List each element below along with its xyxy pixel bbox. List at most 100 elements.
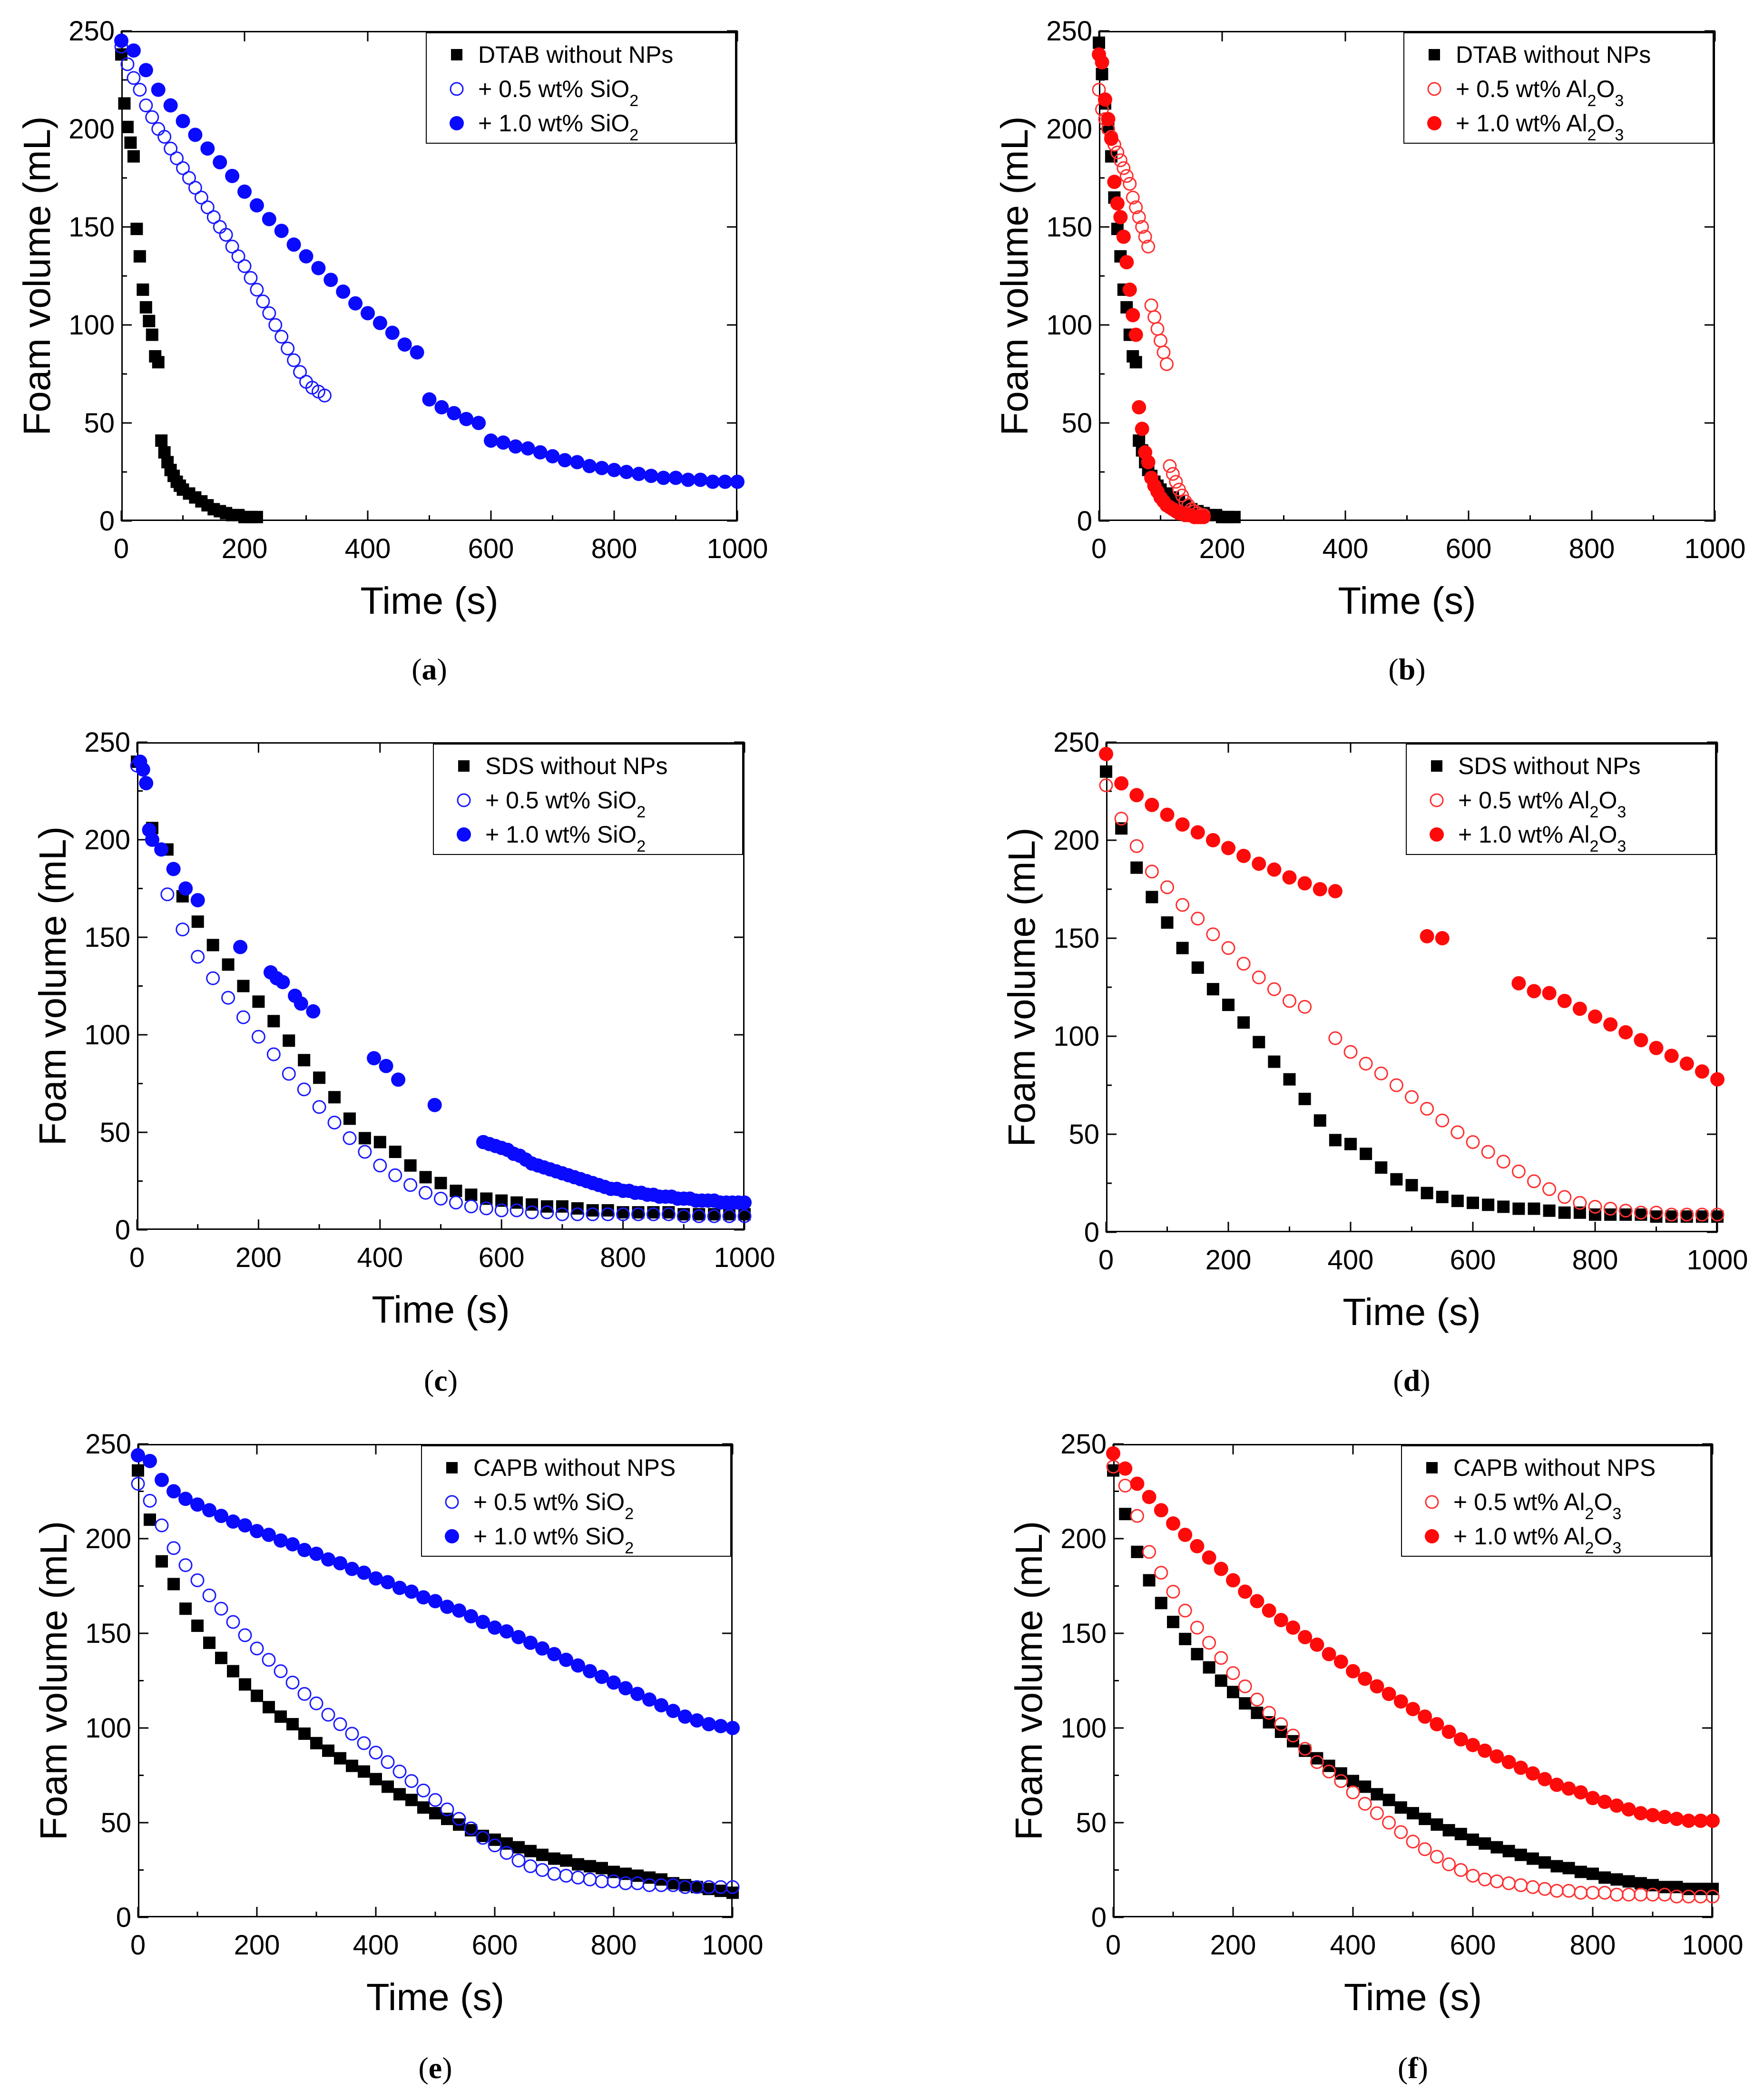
data-point <box>434 1191 448 1206</box>
data-point <box>545 449 560 464</box>
data-point <box>1710 1072 1725 1087</box>
data-point <box>163 98 178 113</box>
data-point <box>170 151 184 166</box>
data-point <box>358 1132 371 1145</box>
data-point <box>392 1581 407 1595</box>
data-point <box>607 462 621 477</box>
data-point <box>263 1701 275 1714</box>
data-point <box>1329 1134 1342 1147</box>
data-point <box>1588 1199 1602 1214</box>
x-tick-label: 0 <box>130 1930 146 1961</box>
data-point <box>512 1841 525 1854</box>
legend-label: SDS without NPs <box>1458 753 1640 779</box>
y-tick-label: 200 <box>69 114 115 145</box>
y-tick-label: 150 <box>1046 212 1092 243</box>
y-tick-label: 200 <box>1060 1523 1107 1554</box>
data-point <box>1478 1743 1492 1758</box>
data-point <box>155 1473 169 1487</box>
x-tick-label: 400 <box>345 533 391 564</box>
data-point <box>440 1600 454 1614</box>
data-point <box>215 1651 227 1664</box>
data-point <box>1622 1887 1636 1902</box>
data-point <box>154 842 169 857</box>
data-point <box>452 1812 466 1826</box>
data-point <box>1622 1875 1635 1888</box>
data-point <box>236 1010 250 1024</box>
data-point <box>1215 1674 1227 1687</box>
data-point <box>1262 1603 1276 1618</box>
data-point <box>155 434 168 447</box>
chart-panel-a: 0 200 400 600 800 1000 0 50 100 150 200 250 Time (s)… <box>16 16 768 622</box>
data-point <box>222 958 235 971</box>
data-point <box>309 1546 323 1561</box>
y-tick-label: 50 <box>1061 408 1092 439</box>
data-point <box>294 996 308 1011</box>
data-point <box>434 400 449 415</box>
data-point <box>176 923 190 937</box>
data-point <box>336 284 351 299</box>
data-point <box>429 1807 441 1820</box>
x-tick-label: 0 <box>1106 1930 1121 1961</box>
series-2 <box>114 39 332 402</box>
data-point <box>681 472 696 487</box>
x-axis-title: Time (s) <box>366 1976 504 2018</box>
data-point <box>139 301 152 314</box>
data-point <box>227 1665 239 1678</box>
data-point <box>1178 1528 1193 1542</box>
data-point <box>520 441 535 456</box>
data-point <box>133 250 146 263</box>
series-1 <box>1093 36 1241 523</box>
data-point <box>1130 1509 1144 1523</box>
data-point <box>1268 1055 1281 1068</box>
data-point <box>1286 1620 1300 1635</box>
data-point <box>1528 1202 1540 1215</box>
data-point <box>191 1620 204 1632</box>
data-point <box>1119 169 1134 183</box>
data-point <box>206 210 221 224</box>
data-point <box>583 1872 597 1886</box>
data-point <box>1496 1155 1510 1169</box>
data-point <box>1526 1880 1540 1894</box>
data-point <box>1222 999 1235 1011</box>
data-point <box>1144 298 1158 313</box>
data-point <box>309 1696 323 1710</box>
data-point <box>225 168 240 183</box>
data-point <box>523 1635 538 1650</box>
data-point <box>1618 1025 1633 1040</box>
data-point <box>1119 255 1134 270</box>
data-point <box>1511 976 1526 991</box>
data-point <box>1267 982 1281 996</box>
y-tick-label: 50 <box>99 1117 130 1148</box>
data-point <box>535 1641 549 1656</box>
data-point <box>268 318 283 332</box>
data-point <box>297 1687 312 1701</box>
data-point <box>676 1209 691 1223</box>
data-point <box>1421 1187 1433 1199</box>
data-point <box>1093 36 1105 49</box>
x-tick-label: 800 <box>1570 1930 1616 1961</box>
data-point <box>464 1199 478 1214</box>
data-point <box>1370 1679 1384 1694</box>
data-point <box>737 1209 752 1223</box>
data-point <box>357 1736 371 1750</box>
data-point <box>176 114 190 128</box>
data-point <box>1527 1174 1541 1188</box>
data-point <box>533 445 548 460</box>
legend-label: DTAB without NPs <box>1456 41 1651 68</box>
data-point <box>1502 1876 1516 1890</box>
data-point <box>262 1528 276 1542</box>
data-point <box>1298 1742 1312 1756</box>
data-point <box>1129 839 1144 853</box>
data-point <box>1202 1550 1216 1565</box>
data-point <box>1418 1709 1432 1724</box>
x-tick-label: 400 <box>353 1930 399 1961</box>
series-3 <box>1092 47 1211 524</box>
data-point <box>1706 1883 1719 1895</box>
data-point <box>1609 1887 1624 1902</box>
data-point <box>1418 1842 1432 1856</box>
y-axis-title: Foam volume (mL) <box>993 116 1036 435</box>
data-point <box>1113 153 1127 167</box>
data-point <box>1542 986 1557 1001</box>
data-point <box>1501 1755 1516 1769</box>
series-3 <box>1099 746 1725 1087</box>
